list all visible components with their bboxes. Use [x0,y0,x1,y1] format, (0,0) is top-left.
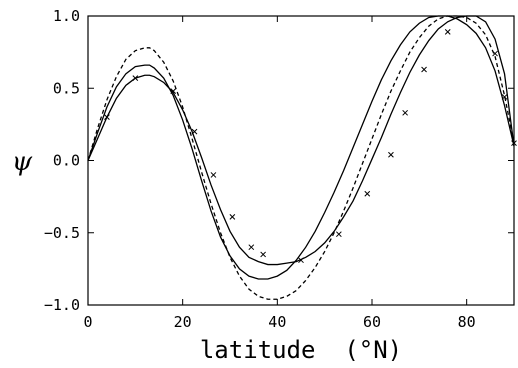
plot-lines [87,15,515,300]
data-point-marker [132,75,139,81]
data-point-marker [260,251,266,258]
data-point-marker [388,151,394,158]
plot-frame [87,15,515,306]
x-tick-label: 80 [458,313,476,331]
data-point-marker [501,94,508,100]
y-axis: −1.0 −0.5 0.0 0.5 1.0 [44,7,514,314]
x-tick-label: 60 [363,313,381,331]
x-tick-label: 0 [83,313,92,331]
data-point-marker [421,66,427,73]
data-point-marker [298,257,304,264]
data-point-marker [248,244,255,251]
y-tick-label: 0.5 [53,79,80,97]
series-line-2 [87,15,515,280]
series-line-3 [87,15,515,266]
x-tick-label: 40 [268,313,286,331]
y-tick-label: −1.0 [44,296,80,314]
x-axis: 0 20 40 60 80 [83,16,476,331]
x-axis-label: latitude (°N) [200,336,402,364]
data-point-marker [191,128,198,135]
data-point-marker [170,88,177,94]
data-point-marker [336,231,342,238]
x-tick-label: 20 [174,313,192,331]
y-axis-label: ψ [12,147,33,177]
series-line-1 [87,15,515,300]
y-tick-label: 0.0 [53,152,80,170]
data-point-marker [364,190,371,197]
data-point-marker [229,214,236,220]
data-point-marker [492,50,498,57]
data-point-marker [104,114,110,121]
y-tick-label: 1.0 [53,7,80,25]
data-point-marker [210,172,217,178]
data-point-marker [402,109,408,116]
data-point-marker [444,29,451,35]
y-tick-label: −0.5 [44,224,80,242]
plot-markers [104,29,517,264]
